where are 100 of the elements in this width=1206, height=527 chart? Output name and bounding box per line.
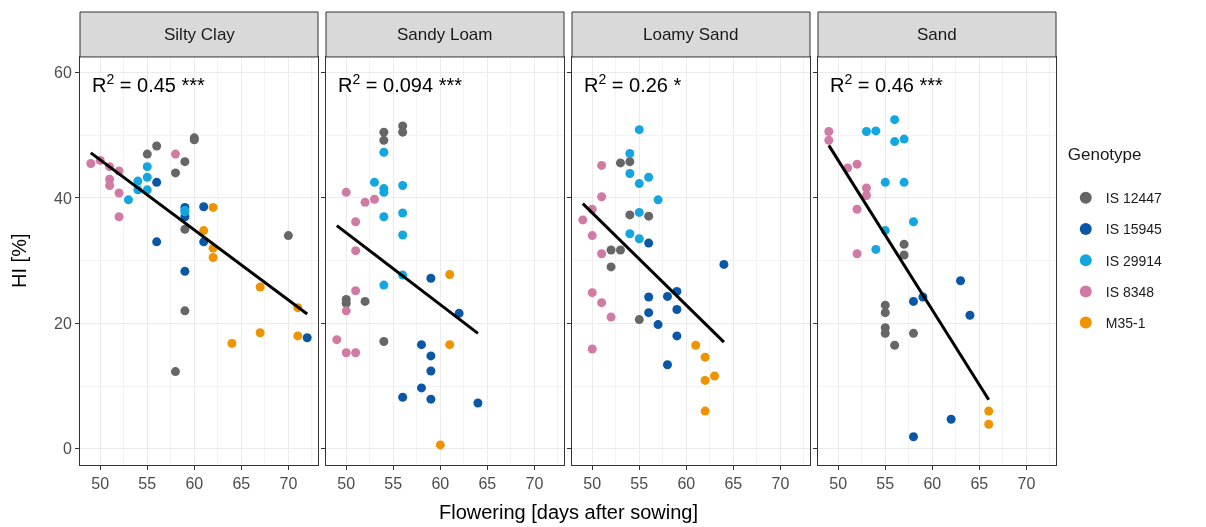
y-axis-title: HI [%] xyxy=(8,233,31,288)
legend-label: IS 29914 xyxy=(1105,252,1163,269)
point xyxy=(180,306,190,316)
point xyxy=(86,159,96,169)
point xyxy=(255,282,265,292)
point xyxy=(255,328,265,338)
x-tick-label: 55 xyxy=(384,475,403,493)
x-tick-label: 55 xyxy=(876,475,895,493)
point xyxy=(644,308,654,318)
point xyxy=(653,195,663,205)
point xyxy=(426,273,436,283)
chart-title: Loamy Sand xyxy=(643,25,739,44)
point xyxy=(379,212,389,222)
point xyxy=(946,414,956,424)
point xyxy=(672,331,682,341)
point xyxy=(710,371,720,381)
point xyxy=(899,177,909,187)
point xyxy=(170,149,180,159)
x-tick-label: 65 xyxy=(724,475,743,493)
point xyxy=(114,188,124,198)
x-tick-label: 70 xyxy=(279,475,298,493)
point xyxy=(644,211,654,221)
point xyxy=(615,158,625,168)
x-tick-label: 50 xyxy=(583,475,602,493)
point xyxy=(351,217,361,227)
point xyxy=(133,176,143,186)
point xyxy=(142,149,152,159)
point xyxy=(379,337,389,347)
point xyxy=(899,134,909,144)
x-tick-label: 65 xyxy=(232,475,251,493)
x-tick-label: 55 xyxy=(138,475,157,493)
legend-label: M35-1 xyxy=(1105,315,1146,332)
point xyxy=(644,292,654,302)
point xyxy=(114,212,124,222)
point xyxy=(890,340,900,350)
point xyxy=(398,230,408,240)
point xyxy=(123,195,133,205)
point xyxy=(180,266,190,276)
point xyxy=(634,207,644,217)
legend-label: IS 15945 xyxy=(1105,221,1163,238)
y-tick-label: 40 xyxy=(54,189,72,207)
point xyxy=(625,157,635,167)
point xyxy=(899,250,909,260)
point xyxy=(861,183,871,193)
point xyxy=(634,315,644,325)
point xyxy=(653,320,663,330)
legend-title: Genotype xyxy=(1067,145,1142,165)
annotation: R$^{2}$ = 0.094 *** xyxy=(338,71,463,97)
point xyxy=(379,135,389,145)
point xyxy=(426,366,436,376)
point xyxy=(445,340,455,350)
point xyxy=(984,406,994,416)
point xyxy=(587,231,597,241)
point xyxy=(625,210,635,220)
point xyxy=(899,239,909,249)
point xyxy=(824,135,834,145)
point xyxy=(880,300,890,310)
point xyxy=(634,234,644,244)
annotation: R$^{2}$ = 0.26 * xyxy=(584,71,682,97)
point xyxy=(644,172,654,182)
point xyxy=(625,169,635,179)
point xyxy=(360,197,370,207)
x-tick-label: 70 xyxy=(771,475,790,493)
legend-label: IS 12447 xyxy=(1105,190,1163,207)
point xyxy=(578,215,588,225)
point xyxy=(587,288,597,298)
point xyxy=(606,245,616,255)
point xyxy=(662,360,672,370)
x-tick-label: 50 xyxy=(337,475,356,493)
point xyxy=(606,262,616,272)
point xyxy=(180,157,190,167)
x-axis-title: Flowering [days after sowing] xyxy=(439,501,699,523)
point xyxy=(426,351,436,361)
y-tick-label: 0 xyxy=(62,440,72,458)
x-tick-label: 55 xyxy=(630,475,649,493)
point xyxy=(880,177,890,187)
point xyxy=(379,127,389,137)
x-tick-label: 70 xyxy=(1017,475,1036,493)
point xyxy=(956,276,966,286)
point xyxy=(634,179,644,189)
point xyxy=(142,172,152,182)
point xyxy=(644,238,654,248)
annotation: R$^{2}$ = 0.46 *** xyxy=(830,71,944,97)
x-tick-label: 50 xyxy=(829,475,848,493)
point xyxy=(360,296,370,306)
point xyxy=(341,306,351,316)
point xyxy=(871,244,881,254)
x-tick-label: 60 xyxy=(677,475,696,493)
point xyxy=(445,269,455,279)
point xyxy=(852,159,862,169)
point xyxy=(700,352,710,362)
x-tick-label: 70 xyxy=(525,475,544,493)
point xyxy=(908,432,918,442)
point xyxy=(965,310,975,320)
point xyxy=(824,127,834,137)
point xyxy=(341,187,351,197)
point xyxy=(398,180,408,190)
point xyxy=(852,204,862,214)
point xyxy=(625,229,635,239)
x-tick-label: 60 xyxy=(431,475,450,493)
